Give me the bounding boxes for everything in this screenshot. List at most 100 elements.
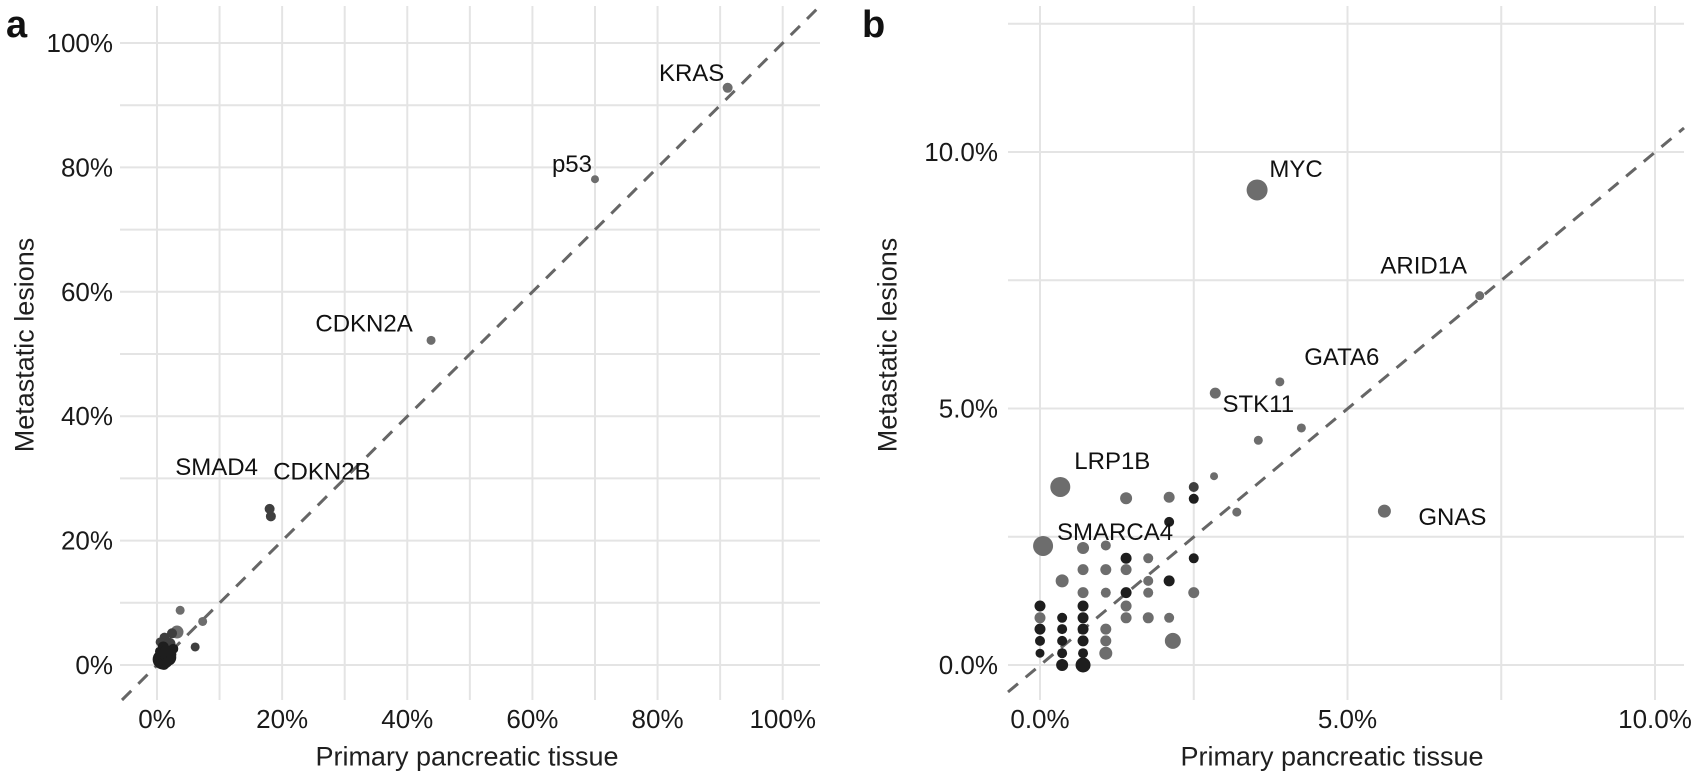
data-point (1210, 472, 1219, 481)
data-point (1143, 587, 1154, 598)
data-point (1100, 623, 1112, 635)
x-tick-label: 20% (256, 704, 308, 734)
x-tick-label: 0.0% (1010, 704, 1069, 734)
data-point (1120, 600, 1132, 612)
data-point (1143, 575, 1154, 586)
data-point (1164, 516, 1175, 527)
data-point-arid1a (1475, 291, 1485, 301)
data-point (1057, 635, 1068, 646)
y-tick-label: 20% (61, 526, 113, 556)
data-point (1188, 553, 1199, 564)
gene-label-lrp1b: LRP1B (1074, 448, 1150, 475)
data-point (1100, 540, 1111, 551)
panel-a-xaxis-title: Primary pancreatic tissue (315, 741, 619, 772)
x-tick-label: 0% (138, 704, 176, 734)
data-point (1142, 612, 1154, 624)
data-point-lrp1b (1050, 476, 1071, 497)
data-point-cdkn2a (426, 335, 436, 345)
gene-label-myc: MYC (1269, 156, 1322, 183)
gene-label-gata6: GATA6 (1304, 344, 1379, 371)
data-point (1188, 493, 1199, 504)
data-point (162, 657, 173, 668)
x-tick-label: 40% (381, 704, 433, 734)
data-point (1035, 648, 1045, 658)
data-point (1034, 600, 1046, 612)
data-point (1057, 624, 1068, 635)
y-tick-label: 10.0% (924, 137, 998, 167)
gene-label-gnas: GNAS (1418, 504, 1486, 531)
y-tick-label: 5.0% (939, 394, 998, 424)
data-point (1057, 612, 1068, 623)
gene-label-cdkn2a: CDKN2A (315, 310, 412, 337)
data-point (1120, 564, 1132, 576)
y-tick-label: 80% (61, 152, 113, 182)
panel-b-xaxis-title: Primary pancreatic tissue (1180, 741, 1484, 772)
data-point (1078, 648, 1089, 659)
panel-b-yaxis-title: Metastatic lesions (872, 237, 903, 453)
data-point (1120, 492, 1133, 505)
data-point (1100, 564, 1112, 576)
x-tick-label: 5.0% (1318, 704, 1377, 734)
data-point-cdkn2b (265, 511, 276, 522)
identity-line (1007, 126, 1685, 694)
y-tick-label: 0% (75, 650, 113, 680)
data-point (1034, 623, 1046, 635)
data-point (190, 642, 200, 652)
data-point (1077, 600, 1089, 612)
data-point (1099, 646, 1113, 660)
data-point (198, 616, 208, 626)
gene-label-cdkn2b: CDKN2B (273, 458, 370, 485)
gene-label-smarca4: SMARCA4 (1057, 519, 1173, 546)
gene-label-kras: KRAS (659, 60, 724, 87)
panel-a-letter: a (6, 4, 28, 46)
x-tick-label: 100% (749, 704, 816, 734)
data-point (1057, 648, 1068, 659)
data-point (1100, 587, 1111, 598)
y-tick-label: 100% (47, 28, 114, 58)
data-point (1034, 612, 1046, 624)
data-point-kras (722, 82, 733, 93)
data-point (1296, 423, 1306, 433)
data-point (175, 605, 185, 615)
data-point-p53 (590, 175, 599, 184)
data-point (1077, 623, 1089, 635)
data-point-smarca4 (1033, 535, 1054, 556)
panel-b-letter: b (862, 4, 886, 46)
x-tick-label: 80% (632, 704, 684, 734)
data-point (1163, 575, 1175, 587)
data-point (1163, 491, 1175, 503)
data-point (1188, 481, 1199, 492)
data-point (1077, 564, 1089, 576)
data-point (1120, 587, 1132, 599)
data-point-myc (1246, 179, 1268, 201)
x-tick-label: 60% (506, 704, 558, 734)
panel-a-yaxis-title: Metastatic lesions (9, 237, 40, 453)
data-point (1164, 632, 1181, 649)
data-point-stk11 (1209, 387, 1221, 399)
gene-label-smad4: SMAD4 (175, 454, 258, 481)
data-point (1120, 612, 1132, 624)
data-point (1035, 635, 1045, 646)
data-point (1056, 659, 1069, 671)
gene-label-arid1a: ARID1A (1380, 253, 1467, 280)
identity-line (120, 5, 821, 702)
y-tick-label: 40% (61, 401, 113, 431)
data-point-gnas (1377, 504, 1391, 518)
data-point (1077, 635, 1089, 647)
data-point (1253, 435, 1263, 445)
gene-label-p53: p53 (552, 151, 592, 178)
data-point (1075, 657, 1091, 673)
x-tick-label: 10.0% (1618, 704, 1692, 734)
data-point (1232, 507, 1242, 517)
y-tick-label: 60% (61, 277, 113, 307)
data-point (1077, 587, 1089, 599)
gene-label-stk11: STK11 (1222, 391, 1294, 418)
data-point-gata6 (1275, 377, 1285, 387)
data-point (1077, 612, 1089, 624)
data-point (1100, 635, 1112, 647)
data-point (1164, 612, 1175, 623)
data-point (1120, 552, 1132, 564)
data-point (1077, 542, 1090, 555)
